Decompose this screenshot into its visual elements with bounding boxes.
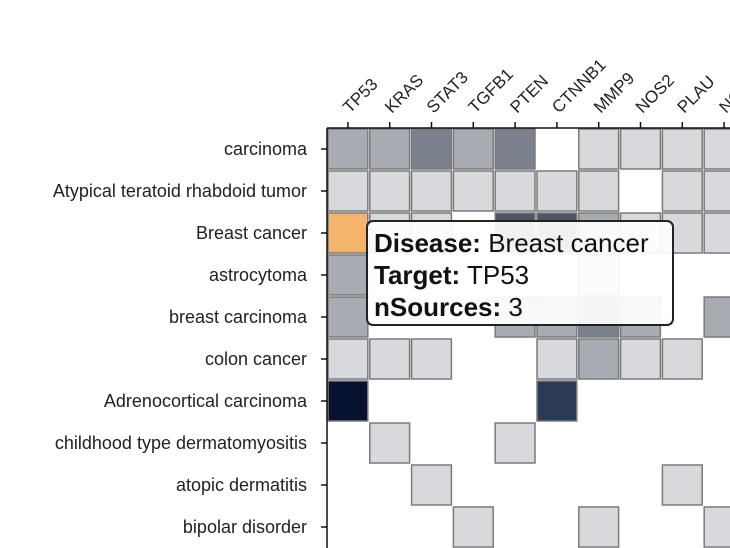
tooltip-target-line: Target: TP53 [374, 259, 672, 291]
column-label-tgfb1: TGFB1 [465, 65, 517, 117]
row-label-atypical-teratoid-rhabdoid-tumor: Atypical teratoid rhabdoid tumor [53, 181, 307, 201]
row-label-adrenocortical-carcinoma: Adrenocortical carcinoma [104, 391, 308, 411]
heatmap-cell-atypical-teratoid-rhabdoid-tumor-ctnnb1[interactable] [536, 170, 578, 212]
row-label-carcinoma: carcinoma [224, 139, 308, 159]
row-label-astrocytoma: astrocytoma [209, 265, 308, 285]
heatmap-cell-breast-carcinoma-tp53[interactable] [327, 296, 369, 338]
row-label-colon-cancer: colon cancer [205, 349, 307, 369]
heatmap-cell-childhood-type-dermatomyositis-pten[interactable] [494, 422, 536, 464]
tooltip-nsources-line: nSources: 3 [374, 291, 672, 323]
heatmap-cell-atypical-teratoid-rhabdoid-tumor-kras[interactable] [369, 170, 411, 212]
tooltip-nsources-key: nSources: [374, 292, 502, 322]
heatmap-cell-colon-cancer-mmp9[interactable] [578, 338, 620, 380]
tooltip-target-value: TP53 [466, 260, 530, 290]
heatmap-cell-adrenocortical-carcinoma-ctnnb1[interactable] [536, 380, 578, 422]
row-label-bipolar-disorder: bipolar disorder [183, 517, 307, 537]
heatmap-cell-colon-cancer-kras[interactable] [369, 338, 411, 380]
heatmap-cell-carcinoma-nos2[interactable] [619, 128, 662, 170]
tooltip-disease-key: Disease: [374, 228, 481, 258]
heatmap-cell-atypical-teratoid-rhabdoid-tumor-pten[interactable] [494, 170, 536, 212]
row-label-childhood-type-dermatomyositis: childhood type dermatomyositis [55, 433, 307, 453]
tooltip-disease-value: Breast cancer [488, 228, 649, 258]
column-label-kras: KRAS [381, 71, 427, 117]
heatmap-cell-bipolar-disorder-tgfb1[interactable] [452, 506, 494, 548]
heatmap-cell-colon-cancer-ctnnb1[interactable] [536, 338, 578, 380]
column-label-plau: PLAU [674, 72, 719, 117]
heatmap-cell-colon-cancer-nos2[interactable] [619, 338, 662, 380]
heatmap-cell-atypical-teratoid-rhabdoid-tumor-tp53[interactable] [327, 170, 369, 212]
row-label-atopic-dermatitis: atopic dermatitis [176, 475, 307, 495]
heatmap-cell-atypical-teratoid-rhabdoid-tumor-tgfb1[interactable] [452, 170, 494, 212]
heatmap-cell-atypical-teratoid-rhabdoid-tumor-plau[interactable] [661, 170, 703, 212]
heatmap-cell-carcinoma-tgfb1[interactable] [452, 128, 494, 170]
cell-tooltip: Disease: Breast cancer Target: TP53 nSou… [366, 220, 674, 326]
heatmap-cell-atypical-teratoid-rhabdoid-tumor-stat3[interactable] [410, 170, 453, 212]
heatmap-cell-atopic-dermatitis-stat3[interactable] [410, 464, 453, 506]
heatmap-cell-atypical-teratoid-rhabdoid-tumor-mmp9[interactable] [578, 170, 620, 212]
heatmap-cell-carcinoma-tp53[interactable] [327, 128, 369, 170]
column-label-nc: NC [715, 86, 730, 117]
heatmap-cell-carcinoma-pten[interactable] [494, 128, 536, 170]
heatmap-cell-breast-cancer-tp53[interactable] [327, 212, 369, 254]
heatmap-cell-carcinoma-mmp9[interactable] [578, 128, 620, 170]
heatmap-cell-colon-cancer-tp53[interactable] [327, 338, 369, 380]
heatmap-cell-carcinoma-stat3[interactable] [410, 128, 453, 170]
column-label-stat3: STAT3 [423, 68, 472, 117]
heatmap-cell-colon-cancer-stat3[interactable] [410, 338, 453, 380]
heatmap-cell-adrenocortical-carcinoma-tp53[interactable] [327, 380, 369, 422]
heatmap-cell-childhood-type-dermatomyositis-kras[interactable] [369, 422, 411, 464]
heatmap-cell-colon-cancer-plau[interactable] [661, 338, 703, 380]
heatmap-cell-carcinoma-plau[interactable] [661, 128, 703, 170]
heatmap-cells [327, 128, 730, 548]
column-labels: TP53 KRASSTAT3TGFB1PTENCTNNB1MMP9NOS2PLAU… [339, 55, 730, 117]
heatmap-cell-bipolar-disorder-nc[interactable] [703, 506, 730, 548]
heatmap-cell-carcinoma-nc[interactable] [703, 128, 730, 170]
heatmap-cell-carcinoma-kras[interactable] [369, 128, 411, 170]
column-label-nos2: NOS2 [632, 71, 678, 117]
row-label-breast-carcinoma: breast carcinoma [169, 307, 308, 327]
column-label-tp53: TP53 [339, 75, 381, 117]
row-labels: carcinoma Atypical teratoid rhabdoid tumo… [53, 139, 308, 537]
heatmap-cell-astrocytoma-tp53[interactable] [327, 254, 369, 296]
tooltip-nsources-value: 3 [508, 292, 523, 322]
tooltip-target-key: Target: [374, 260, 461, 290]
heatmap-cell-bipolar-disorder-mmp9[interactable] [578, 506, 620, 548]
heatmap-cell-breast-carcinoma-nc[interactable] [703, 296, 730, 338]
heatmap-cell-atopic-dermatitis-plau[interactable] [661, 464, 703, 506]
heatmap-cell-breast-cancer-nc[interactable] [703, 212, 730, 254]
tooltip-disease-line: Disease: Breast cancer [374, 227, 672, 259]
row-label-breast-cancer: Breast cancer [196, 223, 307, 243]
heatmap-axes [321, 122, 730, 548]
heatmap-cell-atypical-teratoid-rhabdoid-tumor-nc[interactable] [703, 170, 730, 212]
